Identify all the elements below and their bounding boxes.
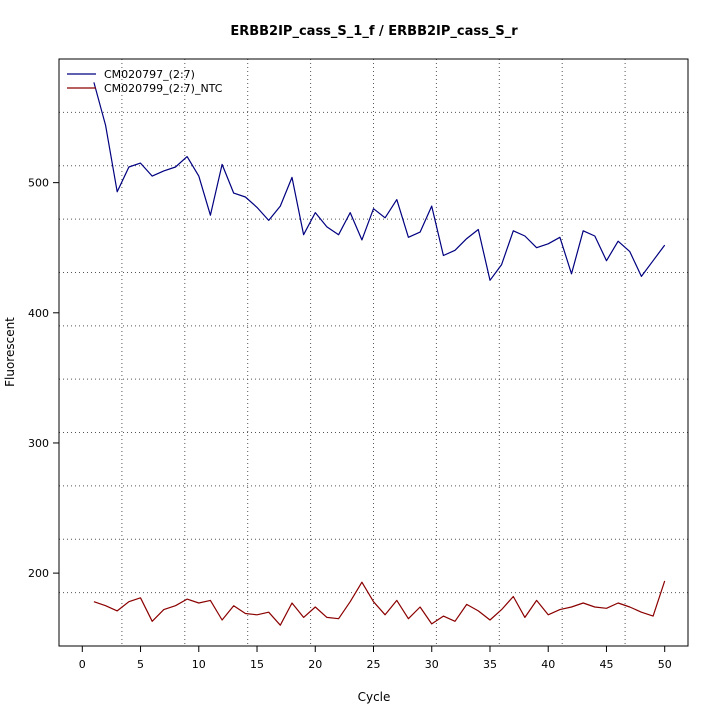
y-axis-label: Fluorescent: [3, 317, 17, 387]
legend-label: CM020797_(2:7): [104, 68, 195, 81]
series-line-2: [93, 580, 666, 626]
x-tick-label: 5: [137, 658, 144, 671]
series-line-1: [93, 82, 666, 281]
x-tick-label: 25: [367, 658, 381, 671]
series-layer: [93, 82, 666, 626]
x-tick-label: 15: [250, 658, 264, 671]
x-tick-label: 10: [192, 658, 206, 671]
grid: [59, 59, 688, 646]
x-tick-label: 40: [541, 658, 555, 671]
y-axis: 200 300 400 500: [28, 177, 60, 580]
y-tick-label: 200: [28, 567, 49, 580]
x-axis-label: Cycle: [358, 690, 391, 704]
x-axis: 0 5 10 15 20 25 30 35 40 45 50: [79, 645, 672, 671]
x-tick-label: 50: [658, 658, 672, 671]
chart-title: ERBB2IP_cass_S_1_f / ERBB2IP_cass_S_r: [230, 24, 518, 39]
x-tick-label: 30: [425, 658, 439, 671]
x-tick-label: 45: [599, 658, 613, 671]
legend-label: CM020799_(2:7)_NTC: [104, 82, 223, 95]
x-tick-label: 35: [483, 658, 497, 671]
x-tick-label: 0: [79, 658, 86, 671]
y-tick-label: 400: [28, 307, 49, 320]
y-tick-label: 500: [28, 177, 49, 190]
y-tick-label: 300: [28, 437, 49, 450]
x-tick-label: 20: [308, 658, 322, 671]
legend: CM020797_(2:7)CM020799_(2:7)_NTC: [67, 68, 223, 95]
